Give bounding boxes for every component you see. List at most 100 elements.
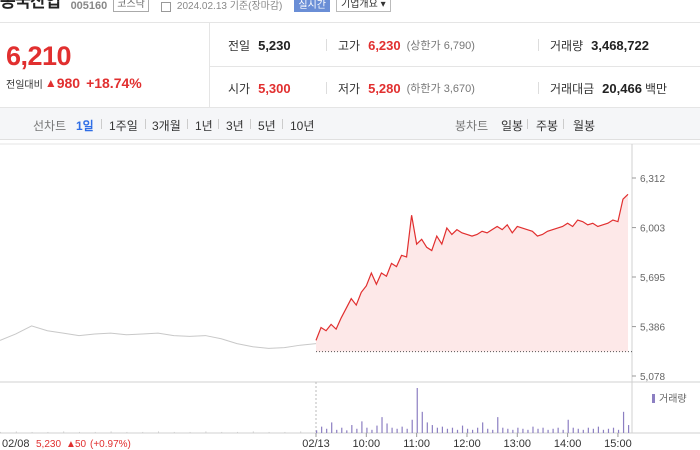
volume-bar — [173, 431, 175, 433]
volume-bar — [361, 421, 363, 433]
stock-code: 005160 — [70, 0, 108, 12]
volume-bar — [356, 428, 358, 433]
volume-bar — [592, 428, 594, 433]
volume-bar — [351, 425, 353, 433]
volume-bar — [552, 428, 554, 433]
volume-legend-swatch — [652, 394, 655, 403]
upper-limit: (상한가 6,790) — [406, 40, 475, 52]
volume-bar — [0, 431, 1, 433]
y-tick-label: 6,312 — [640, 174, 665, 185]
volume-legend-label: 거래량 — [659, 393, 687, 405]
volume-bar — [326, 428, 328, 433]
divider — [326, 82, 327, 94]
volume-bar — [587, 427, 589, 433]
candle-weekly[interactable]: 주봉 — [536, 119, 559, 133]
price-area — [316, 194, 632, 353]
x-tick-label: 02/08 — [2, 438, 30, 450]
price-chart-svg: 6,312 6,003 5,695 5,386 5,078 02/08 02/13 10:0… — [0, 143, 700, 450]
volume-bar — [252, 431, 254, 433]
volume-bar — [15, 431, 17, 433]
volume-bar — [466, 428, 469, 433]
volume-bar — [416, 388, 418, 433]
volume-bar — [366, 427, 368, 433]
divider — [218, 119, 219, 129]
volume-bar — [567, 419, 569, 433]
price-summary: 6,210 전일대비 ▲ 980 +18.74% 전일 5,230 고가 6,2… — [0, 22, 700, 109]
period-5y[interactable]: 5년 — [258, 119, 276, 133]
volume-bar — [487, 428, 489, 433]
volume-bar — [268, 431, 270, 433]
footnote-percent: (+0.97%) — [90, 439, 131, 450]
x-tick-label: 15:00 — [604, 438, 632, 450]
volume-bar — [237, 431, 238, 433]
volume-bar — [31, 431, 33, 433]
divider — [538, 39, 539, 51]
volume-bar — [431, 425, 433, 433]
volume-bar — [537, 428, 539, 433]
volume-bar — [617, 429, 620, 433]
volume-bar — [331, 422, 333, 433]
lower-limit: (하한가 3,670) — [406, 83, 475, 95]
volume-bar — [507, 428, 509, 433]
calendar-icon — [160, 2, 171, 12]
volume-bar — [622, 411, 625, 433]
period-1w[interactable]: 1주일 — [109, 119, 138, 133]
volume-bar — [406, 428, 408, 433]
period-10y[interactable]: 10년 — [290, 119, 315, 133]
company-overview-button[interactable]: 기업개요 ▾ — [336, 0, 391, 12]
y-tick-label: 5,695 — [640, 273, 665, 284]
volume-bar — [477, 427, 479, 433]
volume-bar — [446, 428, 449, 433]
divider — [527, 119, 528, 129]
volume-bar — [47, 431, 49, 433]
y-axis: 6,312 6,003 5,695 5,386 5,078 — [632, 174, 665, 383]
volume-bar — [386, 423, 388, 433]
high-price: 고가 6,230 (상한가 6,790) — [338, 35, 475, 55]
period-1y[interactable]: 1년 — [195, 119, 213, 133]
chart-toolbar: 선차트 1일 1주일 3개월 1년 3년 5년 10년 봉차트 일봉 주봉 월봉 — [0, 108, 700, 140]
period-3y[interactable]: 3년 — [226, 119, 244, 133]
change-label: 전일대비 — [6, 79, 43, 91]
volume-bar — [391, 427, 393, 433]
volume-bar — [189, 431, 191, 433]
volume-bar — [461, 425, 464, 433]
stock-header: 동국산업 005160 코스닥 2024.02.13 기준(장마감) 실시간 기… — [0, 0, 700, 12]
volume-bars — [0, 388, 630, 433]
period-1d[interactable]: 1일 — [76, 119, 94, 133]
volume-bar — [527, 429, 529, 433]
volume-bar — [607, 428, 610, 433]
footnote-price: 5,230 — [36, 439, 61, 450]
price-chart[interactable]: 6,312 6,003 5,695 5,386 5,078 02/08 02/13 10:0… — [0, 140, 700, 450]
footnote-change: 50 — [75, 439, 87, 450]
prev-close-label: 전일 — [228, 38, 251, 53]
x-tick-label: 02/13 — [302, 438, 330, 450]
volume-bar — [602, 429, 605, 433]
candle-daily[interactable]: 일봉 — [501, 119, 524, 133]
volume-bar — [142, 431, 144, 433]
volume-bar — [628, 425, 630, 433]
volume-bar — [346, 430, 348, 433]
line-chart-label: 선차트 — [33, 119, 67, 133]
candle-monthly[interactable]: 월봉 — [573, 119, 596, 133]
amount-label: 거래대금 — [550, 81, 595, 96]
divider — [101, 119, 102, 129]
divider — [145, 119, 146, 129]
period-3m[interactable]: 3개월 — [152, 119, 181, 133]
open-price: 시가 5,300 — [228, 78, 291, 98]
volume-value: 3,468,722 — [591, 37, 649, 53]
market-badge: 코스닥 — [113, 0, 149, 12]
high-value: 6,230 — [368, 37, 401, 53]
low-price: 저가 5,280 (하한가 3,670) — [338, 78, 475, 98]
volume-label: 거래량 — [550, 38, 584, 53]
volume-bar — [532, 426, 534, 433]
volume-bar — [221, 431, 223, 433]
volume-bar — [300, 431, 302, 433]
volume-bar — [436, 427, 438, 433]
volume: 거래량 3,468,722 — [550, 35, 649, 55]
volume-bar — [426, 422, 428, 433]
volume-bar — [572, 427, 574, 433]
volume-bar — [522, 428, 524, 433]
realtime-button[interactable]: 실시간 — [294, 0, 330, 12]
volume-bar — [421, 411, 423, 433]
y-tick-label: 5,386 — [640, 323, 665, 334]
